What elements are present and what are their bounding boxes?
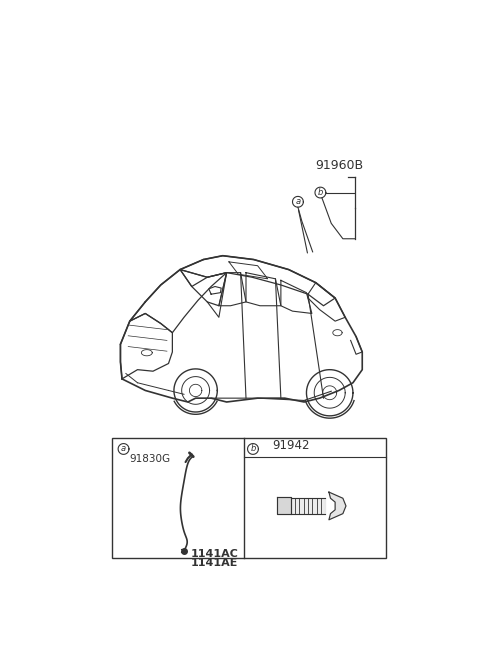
Text: a: a [295, 197, 300, 206]
Text: 1141AE: 1141AE [190, 558, 238, 568]
Polygon shape [277, 498, 291, 514]
Text: a: a [121, 445, 126, 453]
Polygon shape [291, 498, 325, 514]
Text: 91960B: 91960B [316, 159, 364, 172]
Text: 91830G: 91830G [130, 454, 171, 464]
Text: 1141AC: 1141AC [190, 549, 238, 559]
Text: b: b [318, 188, 323, 197]
Polygon shape [329, 492, 346, 520]
Text: b: b [250, 445, 256, 453]
Text: 91942: 91942 [272, 439, 310, 452]
Bar [112, 438, 385, 557]
